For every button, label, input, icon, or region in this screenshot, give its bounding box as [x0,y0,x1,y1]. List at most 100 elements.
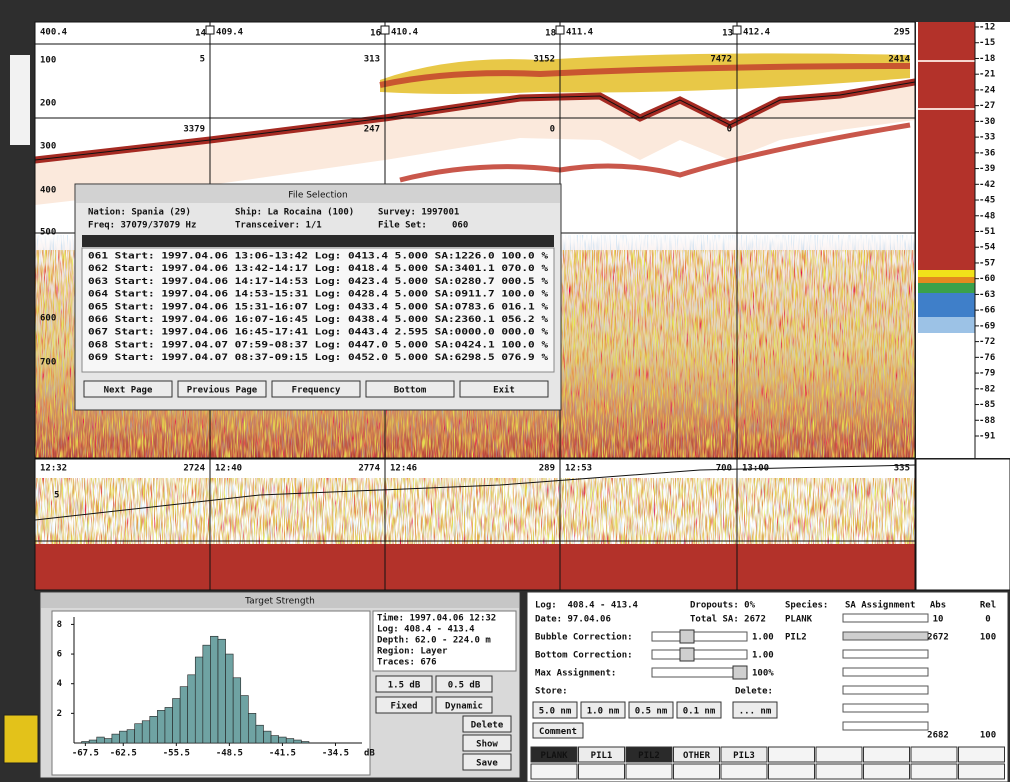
layer-value: 2414 [888,55,910,65]
delete-button[interactable] [732,701,778,719]
log-bar [35,22,915,44]
mode-button[interactable] [375,696,433,714]
file-row[interactable]: 067 Start: 1997.04.06 16:45-17:41 Log: 0… [88,328,549,338]
setting-label: Bubble Correction: [535,632,633,643]
species-slider[interactable] [842,631,929,641]
file-row[interactable]: 069 Start: 1997.04.07 08:37-09:15 Log: 0… [88,353,549,363]
empty-tab[interactable] [720,763,768,780]
species-slider[interactable] [842,703,929,713]
dialog-button-label: Exit [493,385,515,396]
empty-tab[interactable] [863,763,910,780]
ts-info-line: Depth: 62.0 - 224.0 m [377,636,491,646]
dialog-button-label: Next Page [104,386,153,396]
species-tab[interactable] [720,746,768,763]
slider[interactable] [651,649,748,660]
table-body [81,247,555,373]
file-row[interactable]: 062 Start: 1997.04.06 13:42-14:17 Log: 0… [88,264,549,274]
dialog-button-label: Previous Page [187,385,258,396]
slider-thumb[interactable] [679,647,695,662]
species-tab[interactable] [673,746,720,763]
species-slider[interactable] [842,721,929,731]
empty-tab[interactable] [673,763,720,780]
file-row[interactable]: 061 Start: 1997.04.06 13:06-13:42 Log: 0… [88,252,549,262]
empty-tab[interactable] [768,763,815,780]
slider-thumb[interactable] [732,665,748,680]
species-slider[interactable] [842,685,929,695]
depth-label: 300 [40,142,56,152]
step-button[interactable] [375,675,433,693]
species-tab[interactable] [578,746,625,763]
species-slider[interactable] [842,613,929,623]
mode-button-label: Dynamic [445,701,483,712]
layer-value: 313 [364,55,380,65]
marker-handle[interactable] [555,25,565,35]
file-row[interactable]: 064 Start: 1997.04.06 14:53-15:31 Log: 0… [88,290,549,300]
action-button[interactable] [462,734,512,752]
file-row[interactable]: 063 Start: 1997.04.06 14:17-14:53 Log: 0… [88,277,549,287]
action-button[interactable] [462,715,512,733]
empty-tab[interactable] [815,746,863,763]
dialog-button-label: Frequency [292,386,341,396]
histogram-bar [270,735,279,744]
empty-tab[interactable] [815,763,863,780]
marker-handle[interactable] [205,25,215,35]
dialog-button[interactable] [177,380,267,398]
empty-tab[interactable] [958,763,1005,780]
scale-label: -79 [979,369,995,379]
file-row[interactable]: 065 Start: 1997.04.06 15:31-16:07 Log: 0… [88,302,549,312]
histogram-bar [217,638,226,744]
slider-thumb[interactable] [679,629,695,644]
color-scale-gap [918,108,975,110]
store-button[interactable] [580,701,626,719]
file-row[interactable]: 066 Start: 1997.04.06 16:07-16:45 Log: 0… [88,315,549,325]
empty-tab[interactable] [910,746,958,763]
species-tab[interactable] [530,746,578,763]
scale-label: -76 [979,353,995,363]
marker-handle[interactable] [732,25,742,35]
dialog-button[interactable] [271,380,361,398]
species-tab-label: PIL2 [638,751,660,761]
store-button[interactable] [676,701,722,719]
empty-tab[interactable] [530,763,578,780]
mode-button[interactable] [435,696,493,714]
scale-label: -60 [979,274,995,284]
comment-button[interactable] [532,722,584,739]
species-tab[interactable] [625,746,673,763]
bottom-value: 0 [550,125,555,135]
empty-tab[interactable] [910,763,958,780]
dialog-button[interactable] [459,380,549,398]
empty-tab[interactable] [768,746,815,763]
store-button[interactable] [532,701,578,719]
setting-value: 100% [752,669,774,679]
slider[interactable] [651,631,748,642]
histogram-bar [179,686,188,744]
empty-tab[interactable] [578,763,625,780]
color-scale-gap [918,60,975,62]
species-tab-label: PLANK [540,751,568,761]
scale-label: -88 [979,416,995,426]
marker-handle[interactable] [380,25,390,35]
total-sa: Total SA: 2672 [690,615,766,625]
store-button[interactable] [628,701,674,719]
empty-tab[interactable] [625,763,673,780]
end-value: 295 [894,28,910,38]
log-label: 412.4 [743,28,771,38]
empty-tab[interactable] [958,746,1005,763]
time-label: 13:00 [742,464,769,474]
y-tick-label: 4 [57,679,63,689]
species-slider[interactable] [842,649,929,659]
file-row[interactable]: 068 Start: 1997.04.07 07:59-08:37 Log: 0… [88,340,549,350]
app-icon[interactable] [3,714,39,764]
histogram-bar [104,738,113,744]
layer-value: 5 [200,55,205,65]
dialog-button[interactable] [83,380,173,398]
histogram-bar [285,738,295,744]
action-button[interactable] [462,753,512,771]
step-button[interactable] [435,675,493,693]
species-slider[interactable] [842,667,929,677]
file-set-label: File Set: [378,220,427,231]
histogram-bar [240,695,249,744]
dialog-button[interactable] [365,380,455,398]
empty-tab[interactable] [863,746,910,763]
histogram-bar [172,698,181,744]
